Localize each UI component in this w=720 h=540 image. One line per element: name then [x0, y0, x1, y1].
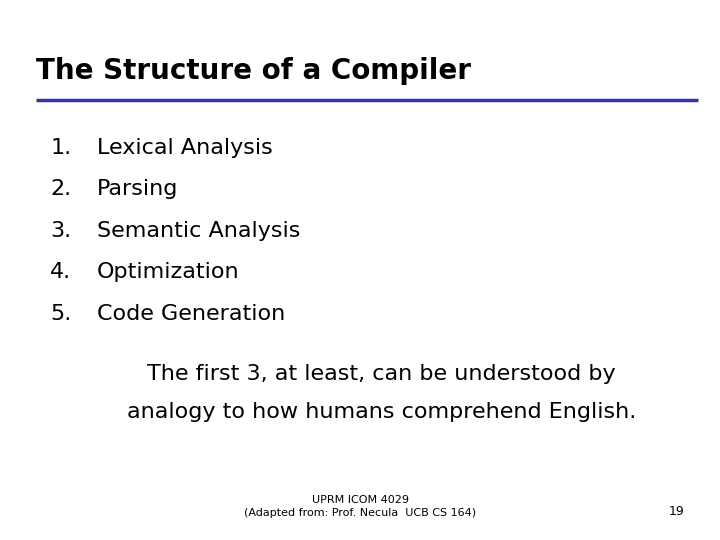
- Text: 19: 19: [668, 505, 684, 518]
- Text: Lexical Analysis: Lexical Analysis: [97, 138, 273, 158]
- Text: 3.: 3.: [50, 221, 71, 241]
- Text: 1.: 1.: [50, 138, 71, 158]
- Text: 5.: 5.: [50, 304, 72, 324]
- Text: UPRM ICOM 4029
(Adapted from: Prof. Necula  UCB CS 164): UPRM ICOM 4029 (Adapted from: Prof. Necu…: [244, 495, 476, 518]
- Text: analogy to how humans comprehend English.: analogy to how humans comprehend English…: [127, 402, 636, 422]
- Text: Code Generation: Code Generation: [97, 304, 285, 324]
- Text: Semantic Analysis: Semantic Analysis: [97, 221, 300, 241]
- Text: 4.: 4.: [50, 262, 71, 282]
- Text: The Structure of a Compiler: The Structure of a Compiler: [36, 57, 471, 85]
- Text: Parsing: Parsing: [97, 179, 179, 199]
- Text: Optimization: Optimization: [97, 262, 240, 282]
- Text: 2.: 2.: [50, 179, 71, 199]
- Text: The first 3, at least, can be understood by: The first 3, at least, can be understood…: [148, 364, 616, 384]
